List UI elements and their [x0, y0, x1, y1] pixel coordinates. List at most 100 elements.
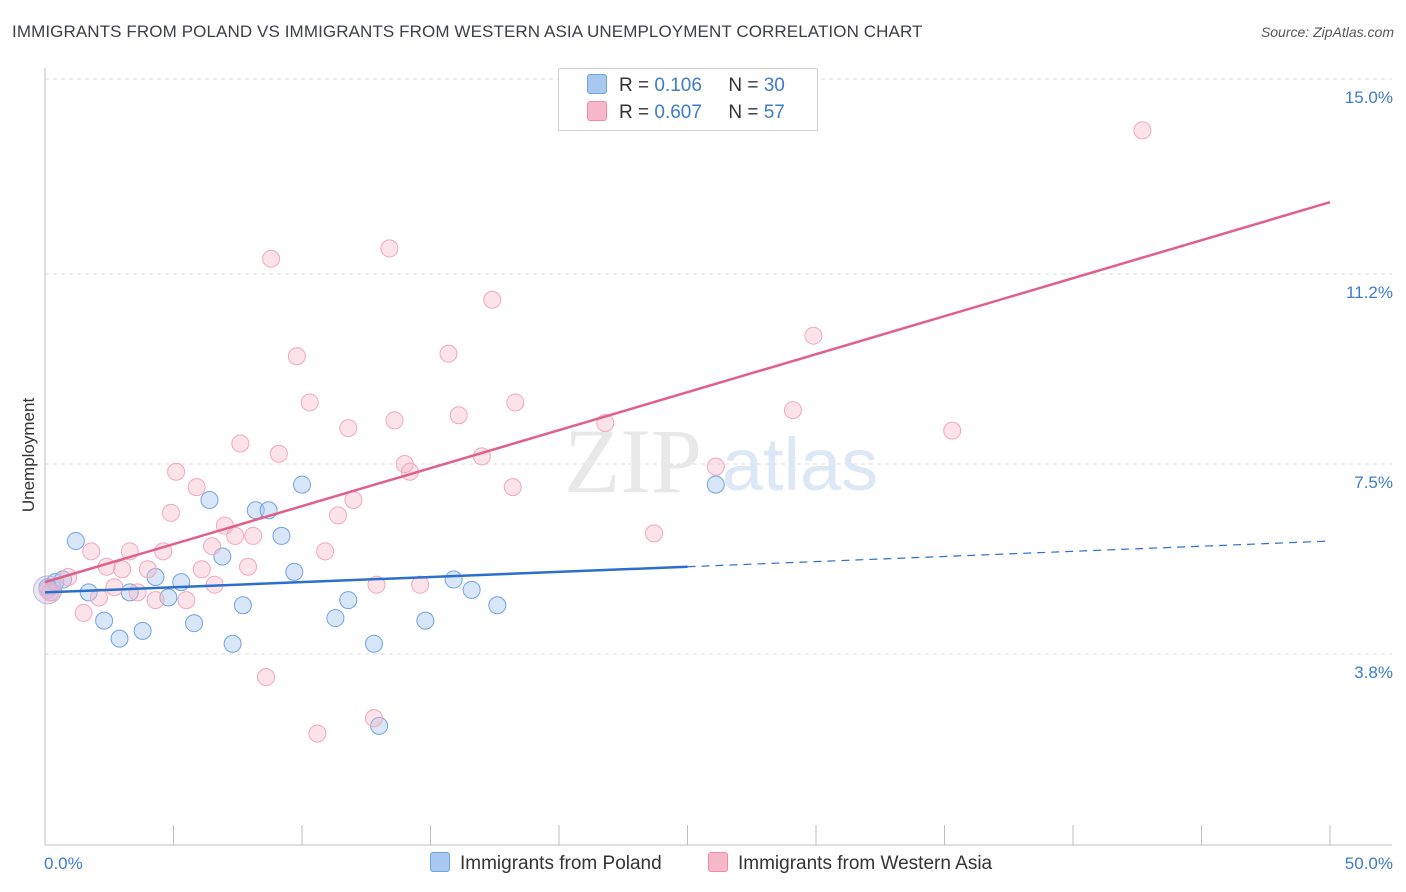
data-point: [1133, 121, 1152, 140]
data-point: [328, 506, 347, 525]
legend-label: Immigrants from Poland: [460, 853, 662, 874]
data-point: [506, 393, 525, 412]
data-point: [364, 709, 383, 728]
data-point: [943, 421, 962, 440]
n-label: N =: [728, 75, 759, 96]
trend-line-western-asia: [44, 201, 1331, 584]
data-point: [488, 596, 507, 615]
data-point: [287, 347, 306, 366]
legend-swatch-poland: [430, 852, 450, 872]
data-point: [385, 411, 404, 430]
data-point: [293, 475, 311, 494]
legend-item-poland: Immigrants from Poland: [430, 852, 662, 875]
data-point: [326, 609, 345, 628]
data-point-cluster: [33, 575, 63, 605]
data-point: [706, 457, 725, 476]
data-point: [146, 591, 165, 610]
data-point: [233, 596, 252, 615]
data-point: [300, 393, 319, 412]
n-value: 57: [763, 102, 785, 123]
legend-swatch-western-asia: [587, 101, 607, 121]
data-point: [231, 434, 250, 453]
data-point: [95, 611, 114, 630]
data-point: [269, 444, 288, 463]
legend-item-western-asia: Immigrants from Western Asia: [708, 852, 992, 875]
data-point: [308, 724, 327, 743]
r-value: 0.106: [654, 75, 702, 96]
data-point: [449, 406, 468, 425]
r-value: 0.607: [654, 102, 702, 123]
data-point: [74, 603, 93, 622]
legend-swatch-poland: [587, 74, 607, 94]
data-point: [285, 562, 304, 581]
data-point: [483, 290, 502, 309]
trend-line-poland: [44, 565, 688, 594]
data-point: [177, 591, 196, 610]
data-point: [262, 249, 281, 268]
data-point: [200, 490, 219, 509]
watermark: ZIP atlas: [564, 410, 878, 512]
data-point: [645, 524, 664, 543]
data-point: [161, 503, 180, 522]
data-point: [239, 557, 258, 576]
legend-row-poland: R = 0.106 N = 30: [587, 74, 785, 98]
data-point: [503, 478, 522, 497]
data-point: [344, 490, 363, 509]
y-tick-label: 15.0%: [1345, 88, 1393, 107]
data-point: [128, 583, 147, 602]
data-point: [257, 668, 276, 687]
data-point: [185, 614, 204, 633]
data-point: [364, 634, 383, 653]
watermark-zip: ZIP: [564, 410, 702, 512]
tick-labels: 3.8% 7.5% 11.2% 15.0% 0.0% 50.0%: [44, 88, 1393, 873]
axes: [44, 68, 1392, 846]
watermark-atlas: atlas: [722, 423, 878, 506]
legend-swatch-western-asia: [708, 852, 728, 872]
x-tick-label: 50.0%: [1345, 854, 1393, 873]
source-label: Source: ZipAtlas.com: [1260, 24, 1394, 40]
r-label: R =: [619, 75, 650, 96]
legend-row-western-asia: R = 0.607 N = 57: [587, 101, 785, 125]
data-point: [138, 560, 157, 579]
data-point: [110, 629, 129, 648]
data-point: [706, 475, 725, 494]
data-point: [783, 401, 802, 420]
data-point: [804, 326, 823, 345]
data-point: [416, 611, 435, 630]
grid-lines: [45, 78, 1392, 655]
data-point: [339, 419, 358, 438]
data-point: [223, 634, 242, 653]
r-label: R =: [619, 102, 650, 123]
data-point: [444, 570, 463, 589]
y-axis-label: Unemployment: [19, 398, 38, 513]
data-point: [187, 478, 206, 497]
stats-legend: R = 0.106 N = 30 R = 0.607 N = 57: [558, 68, 818, 131]
data-point: [339, 591, 358, 610]
data-point: [316, 542, 335, 561]
data-point: [133, 621, 152, 640]
data-point: [203, 537, 222, 556]
data-point: [113, 560, 132, 579]
chart-title: IMMIGRANTS FROM POLAND VS IMMIGRANTS FRO…: [12, 22, 923, 41]
y-tick-label: 11.2%: [1346, 283, 1393, 302]
legend-label: Immigrants from Western Asia: [738, 853, 993, 874]
trend-line-poland-extension: [687, 540, 1331, 568]
data-point: [439, 344, 458, 363]
data-point: [79, 583, 98, 602]
n-value: 30: [763, 75, 785, 96]
data-point: [105, 578, 124, 597]
data-point: [462, 580, 481, 599]
data-point: [146, 567, 165, 586]
data-point: [226, 526, 245, 545]
data-point: [82, 542, 101, 561]
data-point: [66, 532, 85, 551]
data-point: [272, 526, 291, 545]
data-point: [167, 462, 186, 481]
y-tick-label: 7.5%: [1354, 473, 1393, 492]
n-label: N =: [728, 102, 759, 123]
trend-lines: [44, 201, 1331, 594]
y-tick-label: 3.8%: [1354, 663, 1393, 682]
data-point: [192, 560, 211, 579]
data-point: [380, 239, 399, 258]
